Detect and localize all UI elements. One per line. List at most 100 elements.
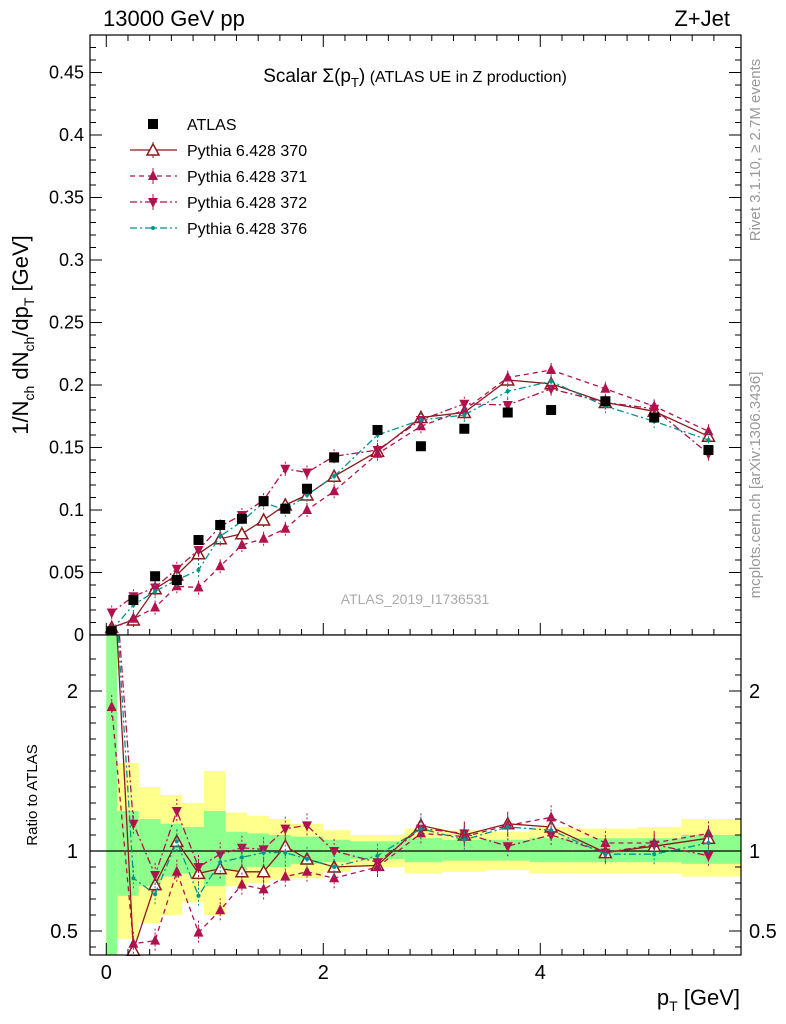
data-point <box>302 504 312 514</box>
data-point <box>546 384 557 395</box>
legend-label: Pythia 6.428 370 <box>187 143 307 160</box>
ratio-band-green <box>442 839 487 861</box>
ratio-point <box>332 865 337 869</box>
ratio-point <box>128 937 139 948</box>
data-point <box>706 438 711 442</box>
ratio-point <box>193 926 204 937</box>
ratio-series-layer <box>106 635 716 956</box>
ratio-point <box>236 878 247 889</box>
data-point <box>280 464 291 475</box>
ratio-y-tick-label: 1 <box>67 841 78 863</box>
ratio-plot-background <box>90 635 741 955</box>
ratio-point <box>171 807 182 817</box>
ratio-y-tick-label-right: 2 <box>749 681 760 703</box>
data-point <box>502 407 513 418</box>
data-point <box>329 485 340 496</box>
x-tick-label: 2 <box>318 962 329 984</box>
ratio-point <box>549 828 554 833</box>
data-point <box>372 425 383 435</box>
ratio-point <box>258 883 269 894</box>
ratio-point <box>502 842 513 853</box>
series-atlas <box>106 396 714 637</box>
ratio-point <box>706 841 711 845</box>
data-point <box>372 446 383 456</box>
ratio-point <box>329 872 340 883</box>
data-point <box>546 405 557 415</box>
main-y-axis-label: 1/Nch dNch/dpT [GeV] <box>8 235 37 435</box>
ratio-y-tick-label: 0.5 <box>50 921 78 943</box>
legend-marker <box>145 142 161 156</box>
ratio-point <box>283 850 288 855</box>
data-point <box>418 418 423 422</box>
ratio-point <box>218 860 223 865</box>
main-plot-title: Scalar Σ(pT) (ATLAS UE in Z production) <box>263 66 567 90</box>
data-point <box>150 571 161 582</box>
data-point <box>128 612 139 623</box>
y-tick-label: 0.2 <box>59 375 84 395</box>
ratio-point <box>372 858 383 869</box>
data-point <box>236 513 247 524</box>
ratio-point <box>150 934 161 945</box>
ratio-point <box>150 871 161 881</box>
collision-energy-label: 13000 GeV pp <box>103 6 245 31</box>
legend-entry-pythia-6-428-376: Pythia 6.428 376 <box>130 221 307 238</box>
ratio-point <box>305 857 309 861</box>
ratio-point <box>215 904 226 915</box>
ratio-axis-ticks: 0.5 0.5 1 1 2 2 0 2 4 <box>50 658 777 984</box>
ratio-band-green <box>138 819 161 887</box>
ratio-point <box>256 864 271 878</box>
data-point <box>649 412 660 423</box>
data-point <box>193 581 204 592</box>
data-point <box>502 401 513 411</box>
ratio-point <box>131 876 136 881</box>
data-point <box>196 568 201 572</box>
ratio-band-green <box>529 838 573 863</box>
data-point <box>415 441 426 452</box>
ratio-point <box>329 847 340 857</box>
data-point <box>280 522 291 533</box>
legend-marker <box>148 170 158 180</box>
legend-label: ATLAS <box>187 117 237 134</box>
ratio-band-green <box>106 635 118 955</box>
data-point <box>459 423 470 434</box>
data-point <box>215 520 226 530</box>
ratio-band-green <box>404 838 443 863</box>
data-point <box>329 452 340 463</box>
data-point <box>171 564 182 575</box>
ratio-point <box>196 893 201 898</box>
process-label: Z+Jet <box>674 6 730 31</box>
legend: ATLAS Pythia 6.428 370 Pythia 6.428 371 Pyt… <box>130 117 307 238</box>
legend-marker <box>148 119 158 129</box>
data-point <box>332 474 337 479</box>
data-point <box>600 396 611 407</box>
legend-label: Pythia 6.428 376 <box>187 221 307 238</box>
data-point <box>150 601 161 612</box>
ratio-y-tick-label-right: 1 <box>749 841 760 863</box>
ratio-band-green <box>203 811 226 887</box>
ratio-point <box>153 892 158 897</box>
data-point <box>193 535 204 545</box>
data-point <box>549 379 554 384</box>
ratio-point <box>280 870 291 881</box>
data-point <box>258 532 269 543</box>
legend-entry-atlas: ATLAS <box>148 117 237 134</box>
ratio-point <box>302 865 312 876</box>
data-point <box>505 389 510 394</box>
data-point <box>215 560 226 571</box>
ratio-point <box>505 825 510 829</box>
data-point <box>600 382 611 393</box>
legend-entry-pythia-6-428-371: Pythia 6.428 371 <box>130 168 307 186</box>
data-point <box>236 539 247 549</box>
y-tick-label: 0.1 <box>59 500 84 520</box>
data-point <box>649 404 660 415</box>
data-point <box>193 546 204 556</box>
ratio-point <box>375 853 380 858</box>
ratio-point <box>418 826 423 831</box>
x-axis-label: pT [GeV] <box>657 985 740 1014</box>
data-point <box>258 496 269 507</box>
ratio-y-tick-label: 2 <box>67 681 78 703</box>
data-point <box>128 595 139 605</box>
data-point <box>462 413 467 417</box>
ratio-point <box>603 852 608 857</box>
